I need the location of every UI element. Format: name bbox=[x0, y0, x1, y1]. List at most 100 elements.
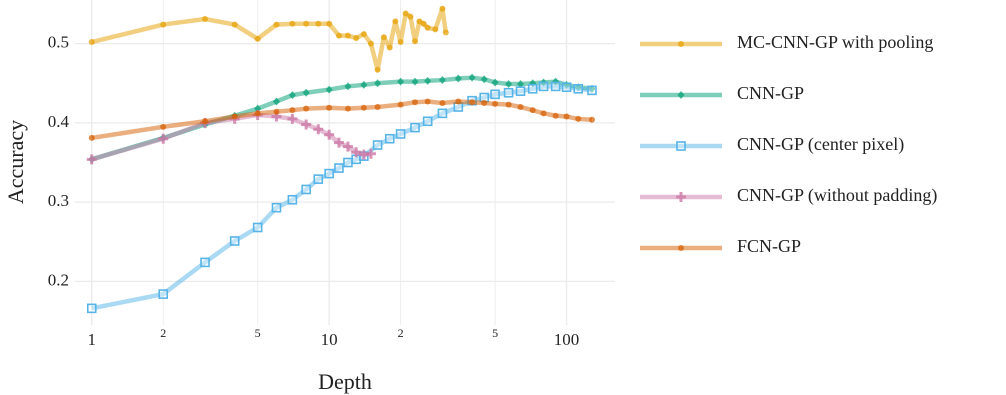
marker bbox=[160, 123, 167, 130]
legend-marker bbox=[676, 141, 686, 151]
marker bbox=[289, 20, 296, 27]
marker bbox=[254, 35, 261, 42]
marker bbox=[374, 79, 382, 88]
series bbox=[86, 81, 597, 314]
series bbox=[88, 98, 595, 141]
marker bbox=[353, 35, 360, 42]
marker bbox=[432, 26, 439, 33]
marker bbox=[344, 105, 351, 112]
marker bbox=[386, 44, 393, 51]
marker bbox=[439, 100, 446, 107]
legend-marker bbox=[678, 41, 684, 47]
y-tick-label: 0.5 bbox=[48, 33, 69, 52]
marker bbox=[374, 104, 381, 111]
marker bbox=[412, 38, 419, 45]
marker bbox=[552, 112, 559, 119]
legend-marker bbox=[678, 245, 684, 251]
marker bbox=[160, 21, 167, 28]
marker bbox=[202, 118, 209, 125]
marker bbox=[561, 82, 572, 92]
marker bbox=[517, 80, 525, 89]
marker bbox=[287, 113, 298, 124]
marker bbox=[437, 108, 448, 119]
marker bbox=[402, 10, 409, 17]
marker bbox=[313, 174, 324, 184]
y-tick-label: 0.2 bbox=[48, 270, 69, 289]
marker bbox=[303, 20, 310, 27]
marker bbox=[374, 66, 381, 73]
marker bbox=[392, 18, 399, 25]
legend-label: CNN-GP (without padding) bbox=[737, 185, 937, 206]
marker bbox=[563, 113, 570, 120]
marker bbox=[272, 97, 280, 106]
marker bbox=[88, 134, 95, 141]
marker bbox=[397, 39, 404, 46]
legend-marker bbox=[676, 192, 686, 202]
marker bbox=[324, 168, 334, 179]
marker bbox=[302, 88, 310, 97]
marker bbox=[271, 202, 282, 213]
marker bbox=[342, 141, 353, 152]
marker bbox=[407, 13, 414, 20]
series-line bbox=[91, 84, 593, 311]
marker bbox=[412, 99, 419, 106]
marker bbox=[490, 89, 500, 100]
marker bbox=[287, 194, 298, 205]
marker bbox=[424, 76, 432, 85]
marker bbox=[343, 157, 353, 168]
marker bbox=[351, 147, 362, 158]
marker bbox=[252, 222, 263, 233]
marker bbox=[301, 184, 311, 195]
marker bbox=[503, 87, 514, 98]
marker bbox=[469, 99, 476, 106]
marker bbox=[411, 77, 419, 86]
x-tick-label: 10 bbox=[321, 330, 338, 349]
legend-label: CNN-GP (center pixel) bbox=[737, 134, 904, 155]
marker bbox=[455, 98, 462, 105]
marker bbox=[540, 110, 547, 117]
marker bbox=[491, 78, 499, 87]
marker bbox=[367, 40, 374, 47]
marker bbox=[422, 116, 433, 127]
legend-label: MC-CNN-GP with pooling bbox=[737, 32, 933, 52]
marker bbox=[289, 107, 296, 114]
x-tick-label: 100 bbox=[554, 330, 580, 349]
marker bbox=[480, 75, 488, 84]
marker bbox=[200, 257, 210, 268]
marker bbox=[273, 108, 280, 115]
marker bbox=[573, 83, 584, 94]
marker bbox=[438, 76, 446, 85]
marker bbox=[360, 104, 367, 111]
marker bbox=[527, 83, 538, 94]
marker bbox=[202, 16, 209, 23]
marker bbox=[344, 82, 352, 91]
marker bbox=[365, 148, 376, 159]
series-line bbox=[91, 75, 593, 162]
y-axis-label: Accuracy bbox=[3, 120, 28, 204]
legend-label: FCN-GP bbox=[737, 236, 801, 256]
marker bbox=[505, 101, 512, 108]
series-line bbox=[91, 6, 449, 73]
legend-marker bbox=[677, 91, 685, 99]
marker bbox=[397, 101, 404, 108]
marker bbox=[505, 80, 513, 89]
marker bbox=[158, 289, 169, 299]
marker bbox=[335, 32, 342, 39]
series bbox=[88, 5, 449, 73]
marker bbox=[360, 31, 367, 38]
marker bbox=[301, 119, 312, 130]
marker bbox=[158, 133, 169, 144]
marker bbox=[481, 100, 488, 107]
marker bbox=[575, 115, 582, 122]
x-tick-label: 1 bbox=[88, 330, 97, 349]
marker bbox=[420, 20, 427, 27]
marker bbox=[313, 124, 324, 135]
marker bbox=[515, 86, 526, 96]
marker bbox=[254, 104, 262, 113]
marker bbox=[360, 80, 368, 89]
marker bbox=[529, 107, 536, 114]
marker bbox=[315, 20, 322, 27]
marker bbox=[442, 29, 449, 36]
marker bbox=[344, 32, 351, 39]
